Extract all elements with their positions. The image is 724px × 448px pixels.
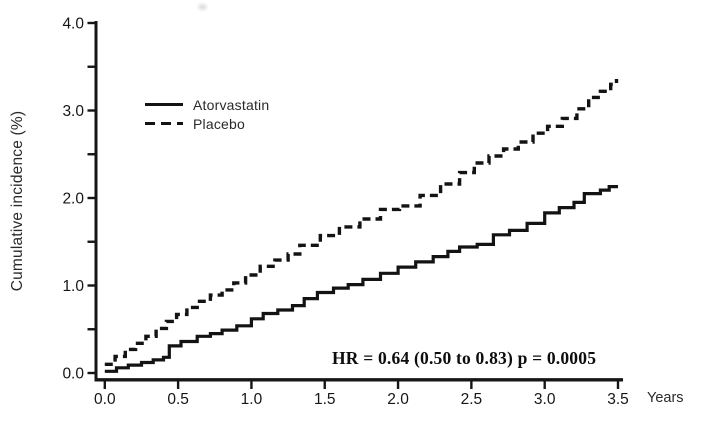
scan-artifact	[196, 2, 209, 12]
legend-item-placebo: Placebo	[145, 114, 269, 133]
y-tick-label: 4.0	[62, 16, 84, 33]
y-tick-label: 2.0	[62, 191, 84, 208]
x-tick-label: 3.5	[607, 391, 629, 408]
x-tick-label: 1.5	[314, 391, 336, 408]
y-tick-label: 1.0	[62, 278, 84, 295]
series-layer	[104, 79, 619, 373]
legend-label-atorvastatin: Atorvastatin	[193, 96, 270, 113]
hazard-ratio-annotation: HR = 0.64 (0.50 to 0.83) p = 0.0005	[332, 348, 597, 368]
legend: Atorvastatin Placebo	[145, 95, 269, 133]
x-axis-unit-label: Years	[647, 390, 684, 406]
x-tick-label: 2.5	[461, 391, 483, 408]
x-tick-label: 3.0	[534, 391, 556, 408]
x-tick-label: 0.5	[167, 391, 189, 408]
y-tick-label: 0.0	[62, 366, 84, 383]
y-tick-label: 3.0	[62, 103, 84, 120]
x-tick-label: 1.0	[241, 391, 263, 408]
solid-line-sample-icon	[145, 103, 183, 106]
series-line-placebo	[104, 79, 619, 366]
series-line-atorvastatin	[104, 185, 618, 373]
legend-label-placebo: Placebo	[193, 115, 245, 132]
legend-item-atorvastatin: Atorvastatin	[145, 95, 269, 114]
x-tick-label: 2.0	[387, 391, 409, 408]
x-tick-label: 0.0	[94, 391, 116, 408]
dashed-line-sample-icon	[145, 122, 183, 125]
y-axis-label: Cumulative incidence (%)	[9, 110, 26, 292]
axes-layer: 0.0 1.0 2.0 3.0 4.0 0.0 0.5 1.0 1.5 2.0 2.5 3.0 3.5	[62, 16, 628, 409]
